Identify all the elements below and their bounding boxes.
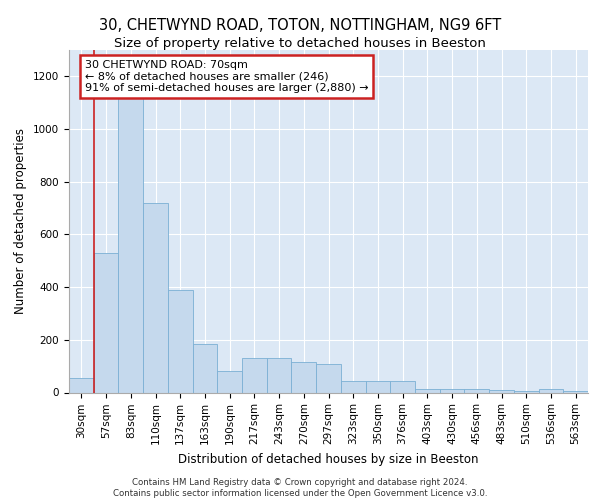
Y-axis label: Number of detached properties: Number of detached properties	[14, 128, 28, 314]
Bar	[118, 90, 143, 393]
Bar	[415, 388, 440, 392]
Bar	[563, 391, 588, 392]
Bar	[217, 372, 242, 392]
Bar	[316, 364, 341, 392]
Bar	[193, 344, 217, 393]
Bar	[464, 388, 489, 392]
X-axis label: Distribution of detached houses by size in Beeston: Distribution of detached houses by size …	[178, 452, 479, 466]
Bar	[143, 203, 168, 392]
Bar	[365, 380, 390, 392]
Bar	[539, 388, 563, 392]
Text: Size of property relative to detached houses in Beeston: Size of property relative to detached ho…	[114, 38, 486, 51]
Bar	[341, 380, 365, 392]
Text: 30 CHETWYND ROAD: 70sqm
← 8% of detached houses are smaller (246)
91% of semi-de: 30 CHETWYND ROAD: 70sqm ← 8% of detached…	[85, 60, 368, 94]
Bar	[440, 388, 464, 392]
Bar	[514, 391, 539, 392]
Bar	[292, 362, 316, 392]
Bar	[489, 390, 514, 392]
Bar	[267, 358, 292, 392]
Bar	[242, 358, 267, 392]
Text: 30, CHETWYND ROAD, TOTON, NOTTINGHAM, NG9 6FT: 30, CHETWYND ROAD, TOTON, NOTTINGHAM, NG…	[99, 18, 501, 32]
Bar	[390, 380, 415, 392]
Bar	[168, 290, 193, 392]
Bar	[94, 253, 118, 392]
Bar	[69, 378, 94, 392]
Text: Contains HM Land Registry data © Crown copyright and database right 2024.
Contai: Contains HM Land Registry data © Crown c…	[113, 478, 487, 498]
